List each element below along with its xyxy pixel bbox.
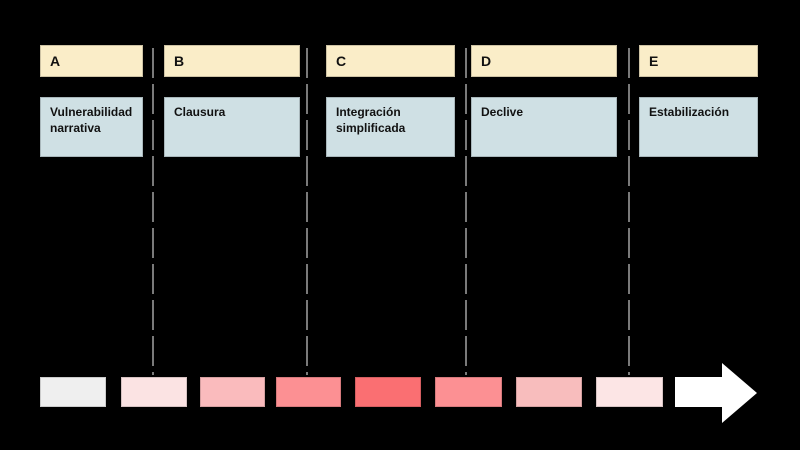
stage-divider-4 xyxy=(628,48,630,375)
stage-letter-b: B xyxy=(174,53,185,69)
stage-divider-1 xyxy=(152,48,154,375)
stage-description-e: Estabilización xyxy=(639,97,758,157)
intensity-swatch-5 xyxy=(355,377,421,407)
stage-letter-e: E xyxy=(649,53,659,69)
stage-header-d: D xyxy=(471,45,617,77)
intensity-swatch-7 xyxy=(516,377,582,407)
stage-description-d: Declive xyxy=(471,97,617,157)
stage-letter-c: C xyxy=(336,53,347,69)
intensity-swatch-6 xyxy=(435,377,502,407)
stage-description-b: Clausura xyxy=(164,97,300,157)
intensity-swatch-3 xyxy=(200,377,265,407)
stage-header-a: A xyxy=(40,45,143,77)
stage-description-c: Integración simplificada xyxy=(326,97,455,157)
stage-letter-a: A xyxy=(50,53,61,69)
stage-header-b: B xyxy=(164,45,300,77)
intensity-swatch-8 xyxy=(596,377,663,407)
stage-header-e: E xyxy=(639,45,758,77)
intensity-swatch-1 xyxy=(40,377,106,407)
stage-divider-3 xyxy=(465,48,467,375)
stage-letter-d: D xyxy=(481,53,492,69)
stage-header-c: C xyxy=(326,45,455,77)
stage-description-a: Vulnerabilidad narrativa xyxy=(40,97,143,157)
intensity-swatch-2 xyxy=(121,377,187,407)
stage-divider-2 xyxy=(306,48,308,375)
intensity-swatch-4 xyxy=(276,377,341,407)
arrow-right-shape xyxy=(675,363,757,423)
arrow-right-icon xyxy=(670,358,762,428)
